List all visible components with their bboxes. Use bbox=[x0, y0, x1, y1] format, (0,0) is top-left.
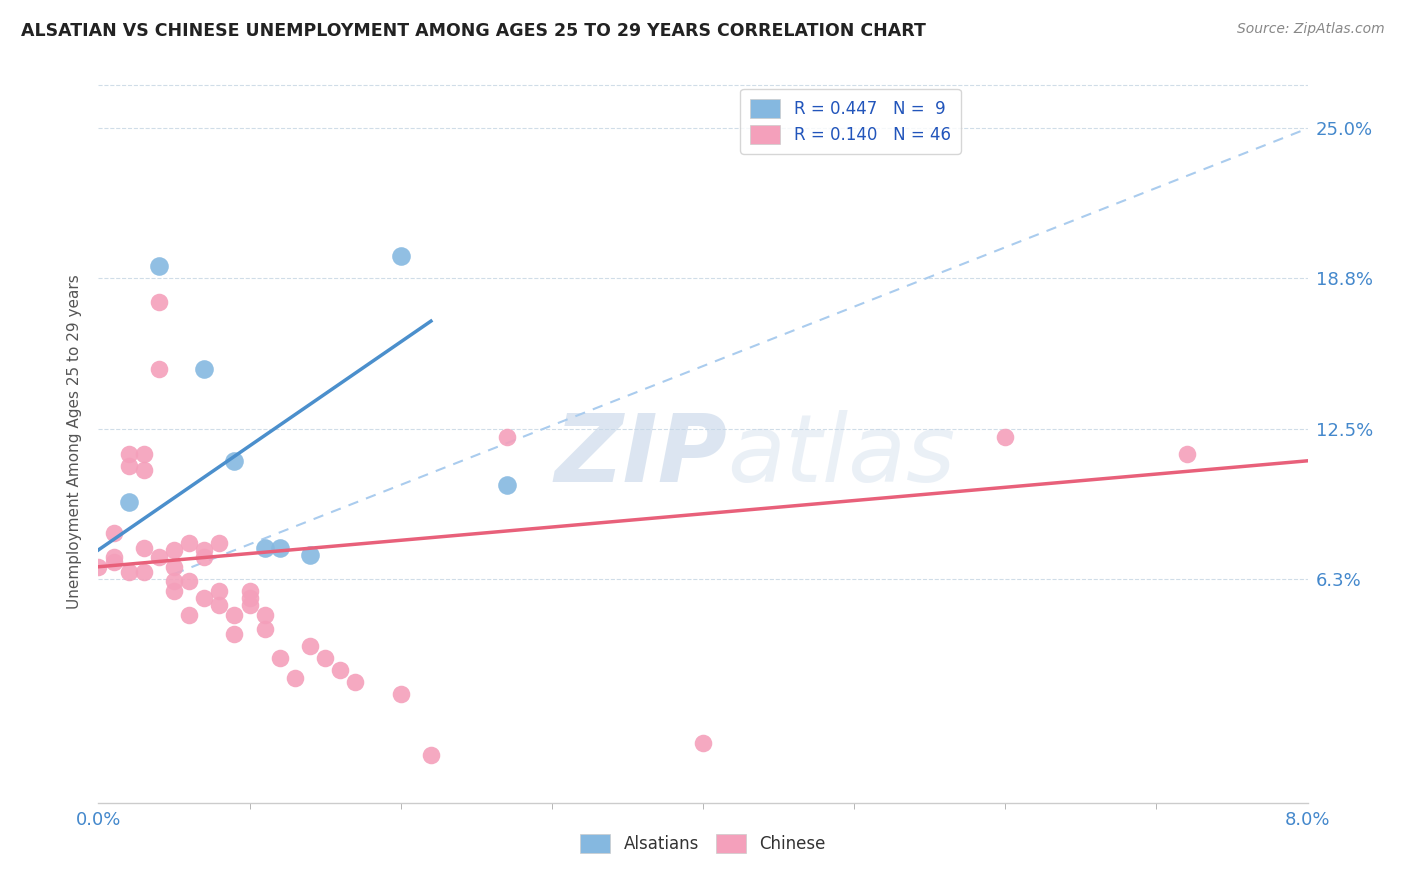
Point bbox=[163, 583, 186, 598]
Point bbox=[118, 458, 141, 473]
Point bbox=[389, 687, 412, 701]
Point bbox=[148, 362, 170, 376]
Point bbox=[224, 607, 246, 622]
Point bbox=[118, 565, 141, 579]
Point bbox=[1175, 446, 1198, 460]
Text: Source: ZipAtlas.com: Source: ZipAtlas.com bbox=[1237, 22, 1385, 37]
Point bbox=[193, 542, 215, 557]
Point bbox=[420, 747, 443, 762]
Point bbox=[253, 541, 276, 555]
Point bbox=[132, 446, 155, 460]
Point bbox=[118, 446, 141, 460]
Point bbox=[193, 550, 215, 565]
Point bbox=[103, 555, 125, 569]
Point bbox=[239, 583, 262, 598]
Point bbox=[269, 651, 291, 665]
Point bbox=[163, 542, 186, 557]
Point bbox=[132, 541, 155, 555]
Point bbox=[344, 675, 367, 690]
Point bbox=[224, 627, 246, 641]
Point bbox=[253, 607, 276, 622]
Y-axis label: Unemployment Among Ages 25 to 29 years: Unemployment Among Ages 25 to 29 years bbox=[67, 274, 83, 609]
Point bbox=[148, 259, 170, 273]
Point bbox=[179, 607, 201, 622]
Point bbox=[239, 599, 262, 613]
Point bbox=[299, 548, 322, 562]
Point bbox=[299, 639, 322, 653]
Point bbox=[118, 494, 141, 508]
Text: atlas: atlas bbox=[727, 410, 956, 501]
Point bbox=[208, 583, 231, 598]
Legend: Alsatians, Chinese: Alsatians, Chinese bbox=[574, 827, 832, 860]
Point bbox=[239, 591, 262, 606]
Point bbox=[224, 454, 246, 468]
Point bbox=[253, 623, 276, 637]
Point bbox=[495, 478, 517, 492]
Point bbox=[495, 430, 517, 444]
Point bbox=[692, 735, 714, 749]
Point bbox=[994, 430, 1017, 444]
Text: ALSATIAN VS CHINESE UNEMPLOYMENT AMONG AGES 25 TO 29 YEARS CORRELATION CHART: ALSATIAN VS CHINESE UNEMPLOYMENT AMONG A… bbox=[21, 22, 927, 40]
Point bbox=[163, 559, 186, 574]
Point bbox=[193, 362, 215, 376]
Point bbox=[179, 574, 201, 589]
Point bbox=[148, 294, 170, 309]
Point bbox=[179, 535, 201, 549]
Point bbox=[103, 550, 125, 565]
Point bbox=[389, 249, 412, 263]
Point bbox=[208, 599, 231, 613]
Point bbox=[132, 463, 155, 477]
Point bbox=[269, 541, 291, 555]
Point bbox=[193, 591, 215, 606]
Point bbox=[132, 565, 155, 579]
Point bbox=[314, 651, 336, 665]
Point bbox=[148, 550, 170, 565]
Text: ZIP: ZIP bbox=[554, 410, 727, 502]
Point bbox=[329, 664, 352, 678]
Point bbox=[87, 559, 110, 574]
Point bbox=[284, 671, 307, 685]
Point bbox=[103, 526, 125, 541]
Point bbox=[208, 535, 231, 549]
Point bbox=[163, 574, 186, 589]
